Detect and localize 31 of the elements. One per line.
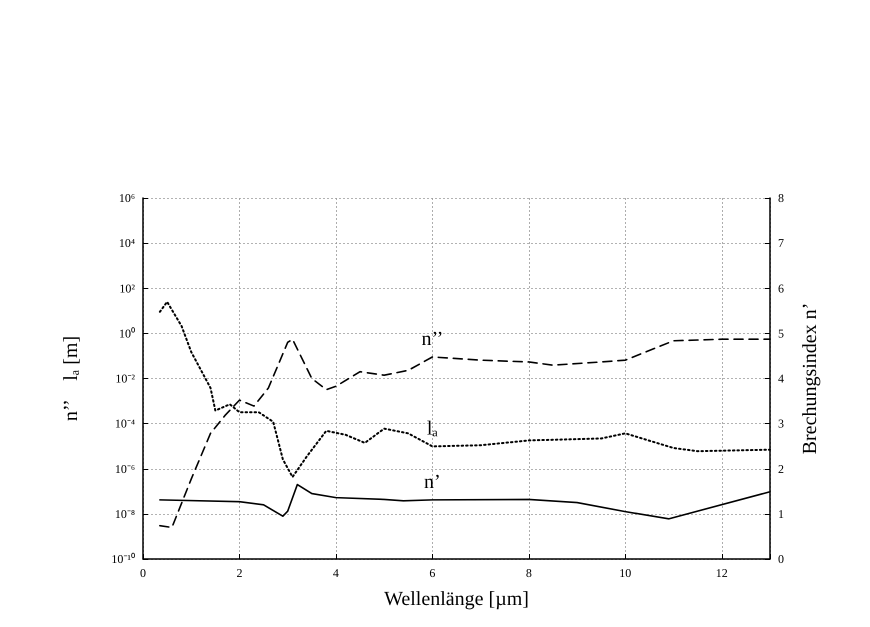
y2-tick-label: 3 <box>778 416 784 431</box>
y2-tick-label: 4 <box>778 372 784 386</box>
y-tick-label: 10² <box>119 281 136 296</box>
series-label: lₐ <box>426 417 438 440</box>
y2-axis-title: Brechungsindex n’ <box>799 302 821 454</box>
x-tick-label: 4 <box>332 566 339 580</box>
y-tick-label: 10⁻⁶ <box>114 462 135 476</box>
x-tick-label: 10 <box>619 566 632 580</box>
y2-tick-label: 7 <box>778 236 784 250</box>
y2-tick-label: 8 <box>778 191 784 205</box>
y-tick-label: 10⁻⁸ <box>114 506 135 521</box>
y2-tick-label: 5 <box>778 326 784 340</box>
y-axis-title: n’’ lₐ [m] <box>60 336 82 422</box>
y2-tick-label: 1 <box>778 506 784 521</box>
x-tick-label: 12 <box>716 566 728 580</box>
y2-tick-label: 0 <box>778 552 784 566</box>
y-tick-label: 10⁻¹⁰ <box>111 552 135 566</box>
x-tick-label: 6 <box>429 566 436 580</box>
x-axis-title: Wellenlänge [µm] <box>384 588 529 610</box>
x-tick-label: 2 <box>236 566 242 580</box>
y-tick-label: 10⁻⁴ <box>114 416 135 431</box>
x-tick-label: 8 <box>526 566 532 580</box>
y-tick-label: 10⁰ <box>119 326 135 340</box>
series-label: n’’ <box>421 328 444 350</box>
y2-tick-label: 2 <box>778 462 784 476</box>
series-label: n’ <box>424 470 441 493</box>
y-tick-label: 10⁴ <box>118 236 135 250</box>
y-tick-label: 10⁶ <box>118 191 135 205</box>
y2-tick-label: 6 <box>778 281 784 296</box>
y-tick-label: 10⁻² <box>115 372 136 386</box>
x-tick-label: 0 <box>140 566 146 580</box>
